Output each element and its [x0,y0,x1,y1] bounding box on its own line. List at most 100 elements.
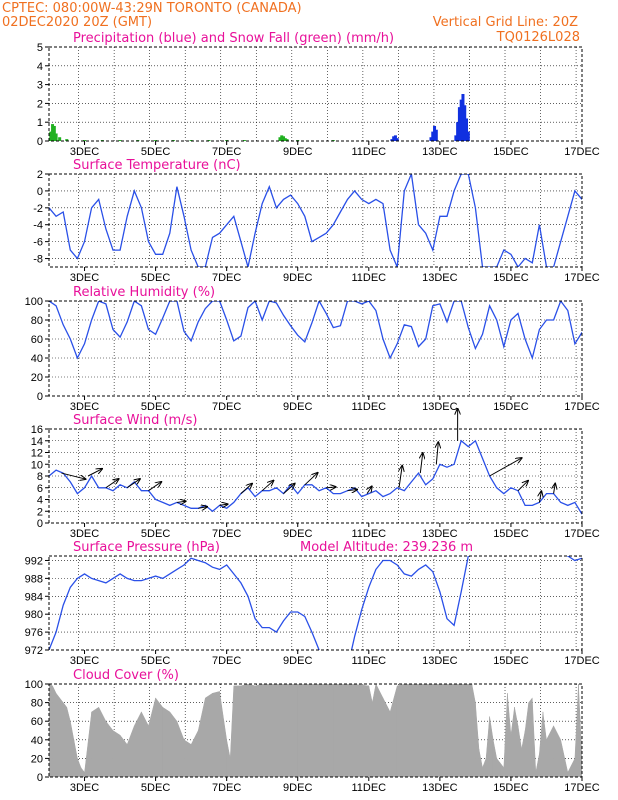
x-tick-label: 15DEC [493,146,529,158]
wind-arrow [176,501,186,502]
cloud-area-segment [55,692,60,777]
cloud-area-segment [62,701,68,777]
pres-line [49,556,582,650]
x-tick-label: 15DEC [493,401,529,413]
y-tick-label: 16 [31,424,43,436]
cloud-area-segment [503,693,508,777]
cloud-area-segment [524,702,529,777]
cloud-area-segment [535,753,540,777]
x-tick-label: 7DEC [212,655,241,667]
cloud-area-segment [382,697,391,777]
cloud-area-segment [279,684,298,777]
x-tick-label: 17DEC [564,146,600,158]
y-tick-label: 2 [37,169,43,181]
cloud-area-segment [52,685,57,777]
wind-arrow [198,507,207,509]
x-tick-label: 9DEC [283,272,312,284]
y-tick-label: 14 [31,436,43,448]
plot-frame [48,46,583,142]
x-tick-label: 11DEC [351,272,386,284]
y-tick-label: 80 [31,698,43,710]
cloud-area-segment [73,739,78,777]
wind-arrow [219,504,228,505]
cloud-area-segment [240,684,249,777]
wind-arrow [87,469,102,477]
wind-arrow [105,479,119,489]
header-datetime: 02DEC2020 20Z (GMT) [2,15,152,30]
y-tick-label: 100 [25,679,43,691]
cloud-area-segment [297,684,316,777]
x-tick-label: 13DEC [422,528,458,540]
x-tick-label: 11DEC [351,528,386,540]
bar-precip [466,131,470,141]
y-tick-label: -4 [33,220,43,232]
cloud-area-segment [389,685,398,777]
panel-title-temp: Surface Temperature (nC) [73,158,241,173]
bar-snow [58,137,62,141]
x-tick-label: 3DEC [70,146,99,158]
y-tick-label: 988 [25,573,43,585]
cloud-area-segment [510,707,515,777]
x-tick-label: 15DEC [493,528,529,540]
bar-snow [278,137,282,141]
y-tick-label: 0 [37,518,43,530]
plot-area-rh [49,301,582,361]
bar-snow [280,135,284,141]
wind-arrow [420,453,422,474]
cloud-area-segment [372,684,377,777]
bar-precip [390,139,394,141]
x-tick-label: 13DEC [422,782,458,794]
x-tick-label: 7DEC [212,782,241,794]
cloud-area-segment [205,692,213,777]
bar-precip [431,131,435,141]
y-tick-label: -8 [33,254,43,266]
wind-arrow [148,482,161,492]
y-tick-label: 992 [25,555,43,567]
y-tick-label: 40 [31,353,43,365]
bar-precip [395,138,399,141]
cloud-area-segment [233,685,242,777]
bar-snow [285,139,289,141]
plot-area-cloud [49,684,582,777]
bar-precip [457,107,461,141]
cloud-area-segment [528,697,533,777]
plot-frame [48,683,583,778]
y-tick-label: 972 [25,645,43,657]
plot-area-wind [49,439,582,515]
panel-title-rh: Relative Humidity (%) [73,285,215,300]
bar-snow [49,131,53,141]
bar-precip [454,135,458,141]
wind-arrow [517,481,528,492]
cloud-area-segment [226,739,231,777]
x-tick-label: 13DEC [422,401,458,413]
y-tick-label: 12 [31,448,43,460]
panel-subtitle-pres: Model Altitude: 239.236 m [300,540,473,555]
x-tick-label: 3DEC [70,528,99,540]
wind-arrow [326,487,336,488]
panel-title-pres: Surface Pressure (hPa) [73,540,220,555]
wind-arrow [126,479,140,489]
wind-arrow [399,466,402,488]
y-tick-label: 980 [25,609,43,621]
cloud-area-segment [254,684,263,777]
cloud-area-segment [514,707,519,777]
x-tick-label: 11DEC [351,782,386,794]
y-tick-label: 0 [37,391,43,403]
cloud-area-segment [176,721,185,777]
plot-area-pres [49,556,582,650]
wind-arrow [539,491,541,503]
cloud-area-segment [229,685,235,777]
bar-snow [282,136,286,141]
x-tick-label: 5DEC [141,655,170,667]
cloud-area-segment [190,730,199,777]
cloud-area-segment [567,758,576,777]
panel-title-precip: Precipitation (blue) and Snow Fall (gree… [73,31,394,46]
bar-precip [429,137,433,141]
x-tick-label: 5DEC [141,272,170,284]
bar-precip [463,105,467,141]
panel-title-cloud: Cloud Cover (%) [73,668,179,683]
cloud-area-segment [49,684,53,777]
x-tick-label: 15DEC [493,782,529,794]
bar-snow [52,125,56,141]
